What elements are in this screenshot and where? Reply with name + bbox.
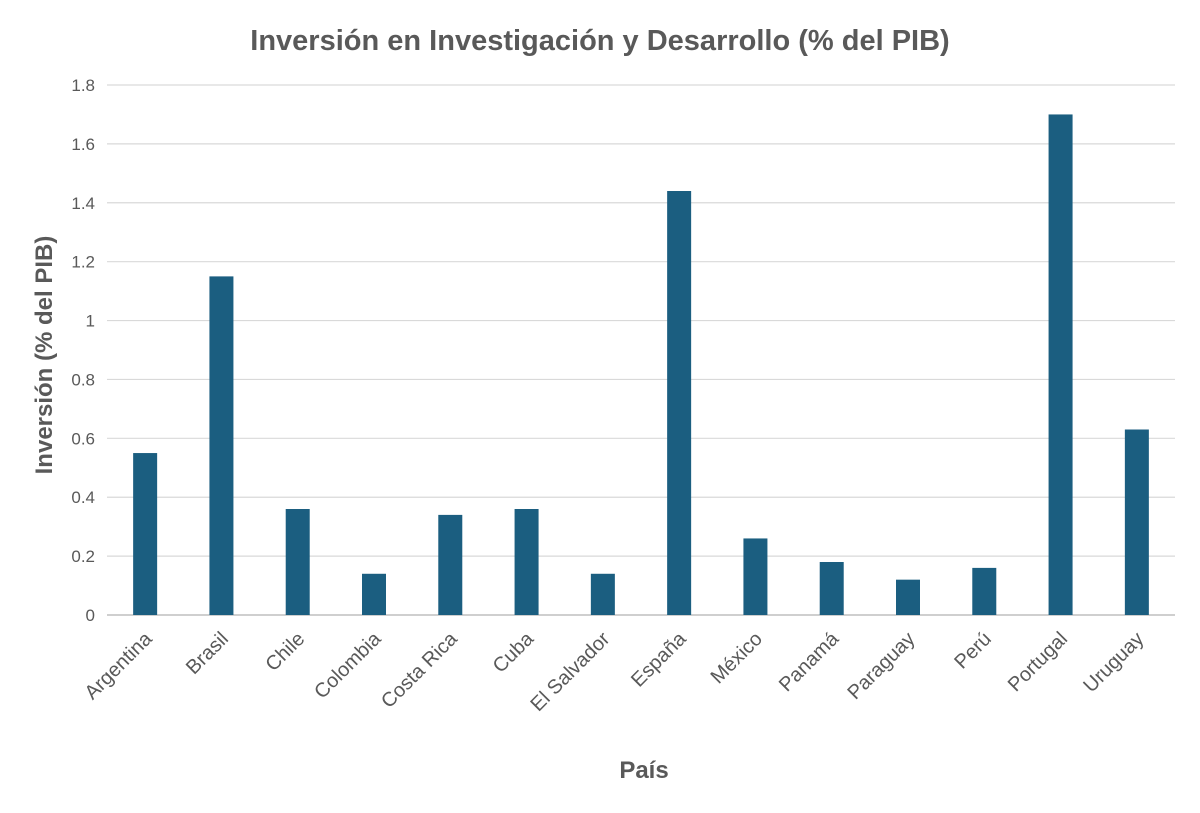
bar-españa: [667, 191, 692, 615]
x-tick-label: Colombia: [310, 627, 386, 703]
y-axis-ticks: 0 0.2 0.4 0.6 0.8 1 1.2 1.4 1.6 1.8: [71, 76, 95, 625]
y-tick-label: 1: [86, 312, 95, 331]
x-tick-label: Argentina: [81, 627, 158, 704]
bar-perú: [972, 567, 997, 615]
bar-costa-rica: [438, 514, 463, 615]
bar-uruguay: [1124, 429, 1149, 615]
y-tick-label: 1.8: [71, 76, 95, 95]
x-tick-label: España: [627, 627, 691, 691]
y-tick-label: 0.8: [71, 370, 95, 389]
y-tick-label: 1.6: [71, 135, 95, 154]
bar-brasil: [209, 276, 234, 615]
x-tick-label: Chile: [261, 628, 309, 676]
bars: [133, 114, 1149, 615]
bar-argentina: [133, 453, 158, 615]
bar-el-salvador: [590, 573, 615, 615]
x-tick-label: Costa Rica: [377, 627, 462, 712]
y-tick-label: 0.4: [71, 488, 95, 507]
x-tick-label: Panamá: [775, 627, 844, 696]
x-tick-label: Brasil: [182, 628, 233, 679]
x-tick-label: Uruguay: [1079, 628, 1148, 697]
gridlines: [107, 84, 1175, 616]
bar-paraguay: [896, 579, 920, 615]
x-tick-label: El Salvador: [527, 628, 615, 716]
chart-title: Inversión en Investigación y Desarrollo …: [250, 25, 949, 57]
y-tick-label: 1.4: [71, 194, 95, 213]
y-tick-label: 0.6: [71, 429, 95, 448]
y-axis-title: Inversión (% del PIB): [31, 236, 58, 475]
x-tick-label: Paraguay: [843, 628, 919, 704]
y-tick-label: 1.2: [71, 253, 95, 272]
bar-cuba: [514, 509, 539, 615]
bar-portugal: [1048, 114, 1073, 615]
y-tick-label: 0: [86, 606, 95, 625]
x-axis-title: País: [619, 757, 668, 784]
x-tick-label: Portugal: [1004, 628, 1072, 696]
x-tick-label: Cuba: [489, 627, 539, 677]
bar-méxico: [743, 538, 768, 615]
y-tick-label: 0.2: [71, 547, 95, 566]
bar-chile: [285, 509, 310, 615]
bar-panamá: [819, 562, 844, 615]
x-tick-label: Perú: [950, 628, 995, 673]
bar-colombia: [362, 573, 386, 615]
x-tick-label: México: [707, 628, 767, 688]
